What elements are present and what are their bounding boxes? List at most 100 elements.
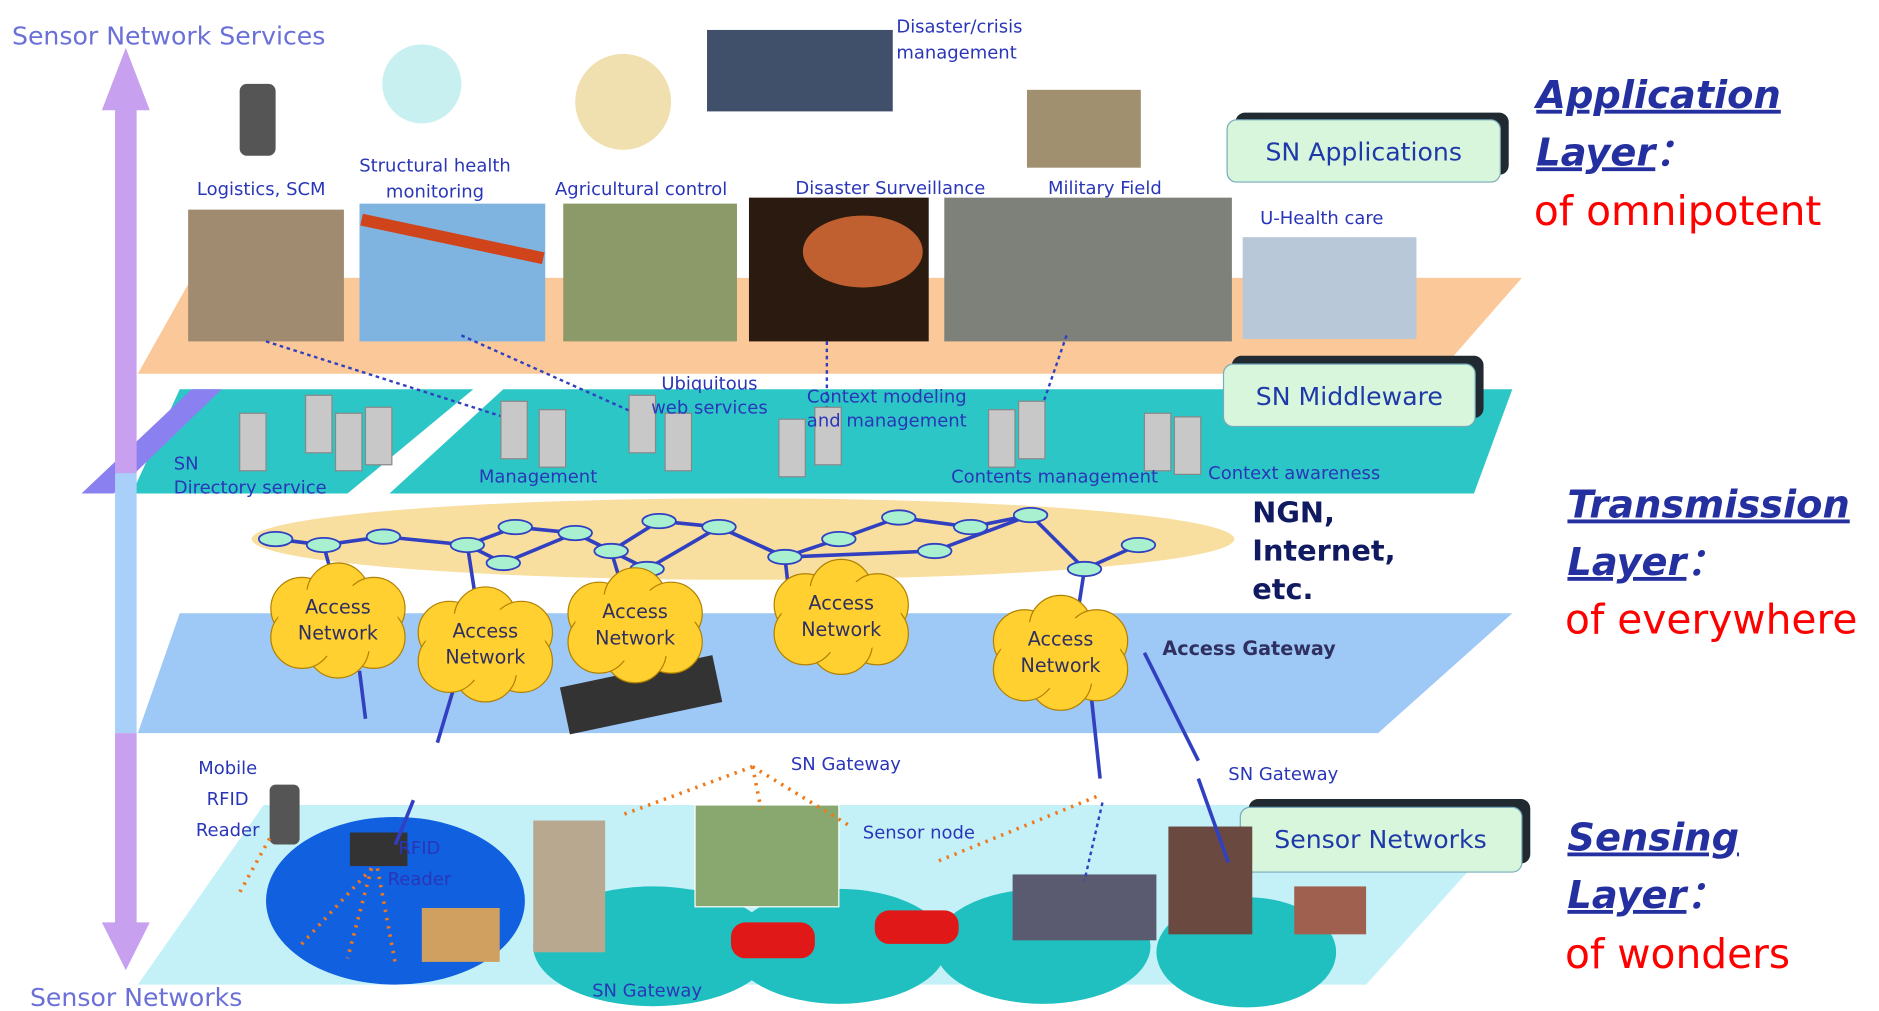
label-line: Access [602, 600, 668, 623]
icon [239, 83, 276, 156]
label-line: Access [453, 619, 519, 642]
node [257, 530, 294, 548]
label-line: Agricultural control [555, 179, 727, 200]
layer-title: Layer： [1567, 540, 1724, 585]
icon [575, 53, 672, 150]
label: Contents management [951, 467, 1158, 488]
layer-title: Sensing [1567, 815, 1739, 860]
cloud-core [278, 584, 398, 657]
label-line: Logistics, SCM [197, 179, 326, 200]
server [364, 406, 393, 466]
core-label: Internet, [1252, 534, 1395, 568]
label-line: SN Gateway [592, 981, 702, 1002]
axis-top: Sensor Network Services [12, 21, 325, 50]
label-line: Directory service [174, 478, 327, 499]
satellite [559, 655, 723, 735]
label: SN Gateway [1228, 764, 1338, 785]
label: Sensor node [863, 823, 975, 844]
building [1294, 886, 1367, 935]
layer-word: Layer [1567, 873, 1688, 918]
node [767, 548, 803, 566]
servers [239, 394, 1202, 478]
gateway-label: Access Gateway [1162, 637, 1336, 660]
layer-colon: ： [1686, 540, 1724, 585]
label-line: SN Gateway [1228, 764, 1338, 785]
photo [694, 804, 840, 908]
photo [944, 197, 1232, 342]
node [305, 536, 342, 554]
layer-colon: ： [1655, 130, 1693, 175]
icon [382, 44, 462, 124]
label: RFID Reader [388, 838, 452, 890]
server [628, 394, 657, 454]
label-line: Context modeling [807, 386, 967, 407]
layer-desc: of wonders [1565, 930, 1790, 978]
cloud-core [425, 608, 546, 681]
label-line: Reader [388, 869, 452, 890]
label-line: Contents management [951, 467, 1158, 488]
photo [1242, 237, 1417, 339]
building [533, 820, 606, 953]
phone [269, 784, 300, 845]
label: Access Network [445, 619, 526, 668]
server [500, 400, 528, 460]
layer-desc: of omnipotent [1534, 187, 1821, 235]
label: Logistics, SCM [197, 179, 326, 200]
label-line: management [896, 43, 1016, 64]
server [334, 412, 363, 472]
label: SN Gateway [592, 981, 702, 1002]
label: SN Directory service [174, 454, 327, 499]
label: Context awareness [1208, 463, 1380, 484]
car [730, 922, 815, 959]
label-line: Management [479, 467, 597, 488]
label-line: Context awareness [1208, 463, 1380, 484]
label: Agricultural control [555, 179, 727, 200]
label-line: Sensor node [863, 823, 975, 844]
layer-title: Transmission [1567, 482, 1849, 527]
axis-bottom: Sensor Networks [30, 983, 242, 1011]
node [449, 536, 486, 554]
cloud-core [1000, 616, 1121, 689]
label-line: Military Field [1048, 178, 1162, 199]
layer-word: Layer [1536, 130, 1657, 175]
label-line: Reader [196, 820, 260, 841]
photo [563, 203, 737, 342]
label-line: Network [595, 626, 676, 649]
photo [421, 907, 500, 962]
core-label: etc. [1252, 572, 1313, 606]
photo [188, 209, 344, 342]
layer-colon: ： [1686, 873, 1724, 918]
photo [1026, 89, 1141, 168]
car [874, 910, 959, 944]
node [593, 542, 629, 560]
label-line: Structural health [359, 155, 511, 176]
label-line: U-Health care [1260, 208, 1383, 229]
node [881, 509, 917, 526]
dotted-links [265, 334, 1104, 881]
cloud-core [575, 589, 696, 662]
server [988, 409, 1016, 468]
building [1012, 874, 1157, 941]
node [821, 530, 857, 548]
label-line: and management [807, 410, 967, 431]
label-line: Disaster Surveillance [795, 178, 985, 199]
server [778, 418, 806, 478]
server [538, 409, 567, 468]
layer-label: Sensor Networks [1274, 825, 1486, 854]
label-line: SN Gateway [791, 754, 901, 775]
label-line: monitoring [386, 182, 484, 203]
label-line: SN [174, 454, 199, 475]
arrow-head [101, 47, 150, 111]
node [1066, 560, 1103, 578]
layer-title: Layer： [1536, 130, 1693, 175]
server [239, 412, 267, 472]
label-line: Network [1021, 654, 1102, 677]
access-clouds [270, 558, 1129, 711]
layer-word: Layer [1567, 540, 1688, 585]
layer-title: Layer： [1567, 873, 1724, 918]
label-line: Mobile [198, 758, 257, 779]
label-line: Network [298, 622, 379, 645]
node [952, 518, 989, 536]
layer-box [1222, 363, 1476, 428]
